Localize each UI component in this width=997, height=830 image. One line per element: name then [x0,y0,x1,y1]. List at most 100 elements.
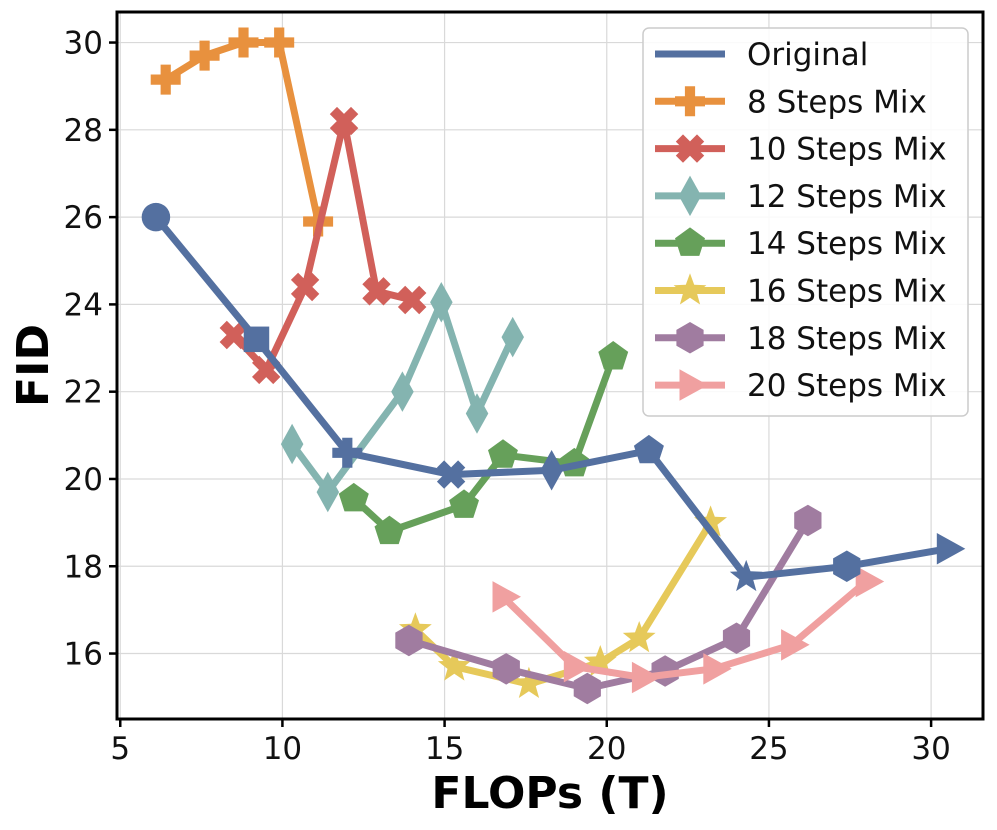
series-line [405,516,812,692]
data-point [395,624,423,657]
data-point [243,326,270,353]
data-point [141,202,171,232]
data-point [540,450,563,491]
data-point [329,106,359,136]
y-tick-label: 28 [64,113,103,149]
legend-marker [673,273,707,305]
legend-label: 16 Steps Mix [747,274,947,310]
data-point [374,515,405,545]
data-point [397,285,427,315]
legend-item: Original [655,37,868,73]
legend-marker [675,134,705,163]
legend-label: 12 Steps Mix [747,179,947,215]
x-tick-label: 15 [425,731,464,767]
data-point [338,482,369,512]
data-point [501,316,524,358]
x-tick-label: 25 [749,731,788,767]
legend-item: 10 Steps Mix [655,132,947,168]
legend-item: 16 Steps Mix [655,273,947,310]
legend-marker [675,86,705,117]
series-line [499,578,870,681]
data-point [583,645,617,677]
data-point [436,460,466,489]
legend-label: 14 Steps Mix [747,226,947,262]
data-point [219,320,248,350]
data-point [189,40,220,71]
series-layer [141,27,966,705]
x-tick-label: 20 [587,731,626,767]
data-point [362,277,391,306]
plot-frame [115,10,985,721]
data-point [512,666,546,698]
legend-label: 8 Steps Mix [747,84,927,120]
series-18-steps-mix [395,504,822,705]
data-point [729,559,763,592]
x-tick-label: 10 [263,731,302,767]
series-20-steps-mix [492,565,885,694]
series-original [141,202,966,592]
data-point [290,272,320,302]
data-point [855,565,885,598]
data-point [465,393,489,434]
data-point [150,64,181,95]
data-point [694,505,727,537]
y-tick-label: 22 [64,375,103,411]
data-point [391,371,414,412]
x-tick-label: 30 [911,731,950,767]
data-point [449,489,479,518]
data-point [633,434,664,464]
axis-ticks: 5 10 15 20 25 30 16 18 20 22 24 26 28 30 [64,26,951,767]
series-line [350,353,617,535]
data-point [703,653,732,685]
legend-item: 12 Steps Mix [655,175,947,217]
data-point [430,282,453,323]
data-point [280,423,304,465]
series-12-steps-mix [280,282,524,513]
series-14-steps-mix [338,341,629,545]
data-point [622,621,656,653]
data-point [573,672,601,705]
data-point [399,612,432,644]
x-axis-title: FLOPs (T) [431,768,668,819]
data-point [488,439,518,468]
data-point [936,533,966,565]
legend-marker [675,227,705,256]
data-point [794,504,822,537]
y-tick-label: 18 [64,549,103,585]
y-tick-label: 16 [64,637,103,673]
legend-label: Original [747,37,868,73]
data-point [264,27,295,58]
data-point [722,622,751,654]
data-point [781,629,810,661]
data-point [437,649,471,681]
legend-item: 8 Steps Mix [655,84,927,120]
legend-marker [676,322,704,354]
data-point [563,650,593,683]
data-point [228,27,259,58]
y-tick-label: 20 [64,462,103,498]
legend-item: 20 Steps Mix [655,368,947,404]
legend-label: 10 Steps Mix [747,132,947,168]
data-point [316,471,340,513]
data-point [492,653,520,685]
legend-label: 18 Steps Mix [747,321,947,357]
legend-label: 20 Steps Mix [747,368,947,404]
legend-box [642,27,969,417]
data-point [631,661,661,694]
legend-marker [678,175,702,217]
y-tick-label: 24 [64,287,103,323]
series-line [162,39,322,225]
data-point [332,437,363,468]
y-axis-title: FID [8,324,59,407]
x-tick-label: 5 [110,731,130,767]
series-8-steps-mix [150,27,334,237]
y-tick-label: 26 [64,200,103,236]
data-point [598,341,629,370]
legend-marker [679,369,708,401]
legend-item: 18 Steps Mix [655,321,947,357]
data-point [492,581,521,613]
y-tick-label: 30 [64,26,103,62]
legend-item: 14 Steps Mix [655,226,947,262]
legend: Original 8 Steps Mix 10 Steps Mix 12 Steps … [642,27,969,417]
